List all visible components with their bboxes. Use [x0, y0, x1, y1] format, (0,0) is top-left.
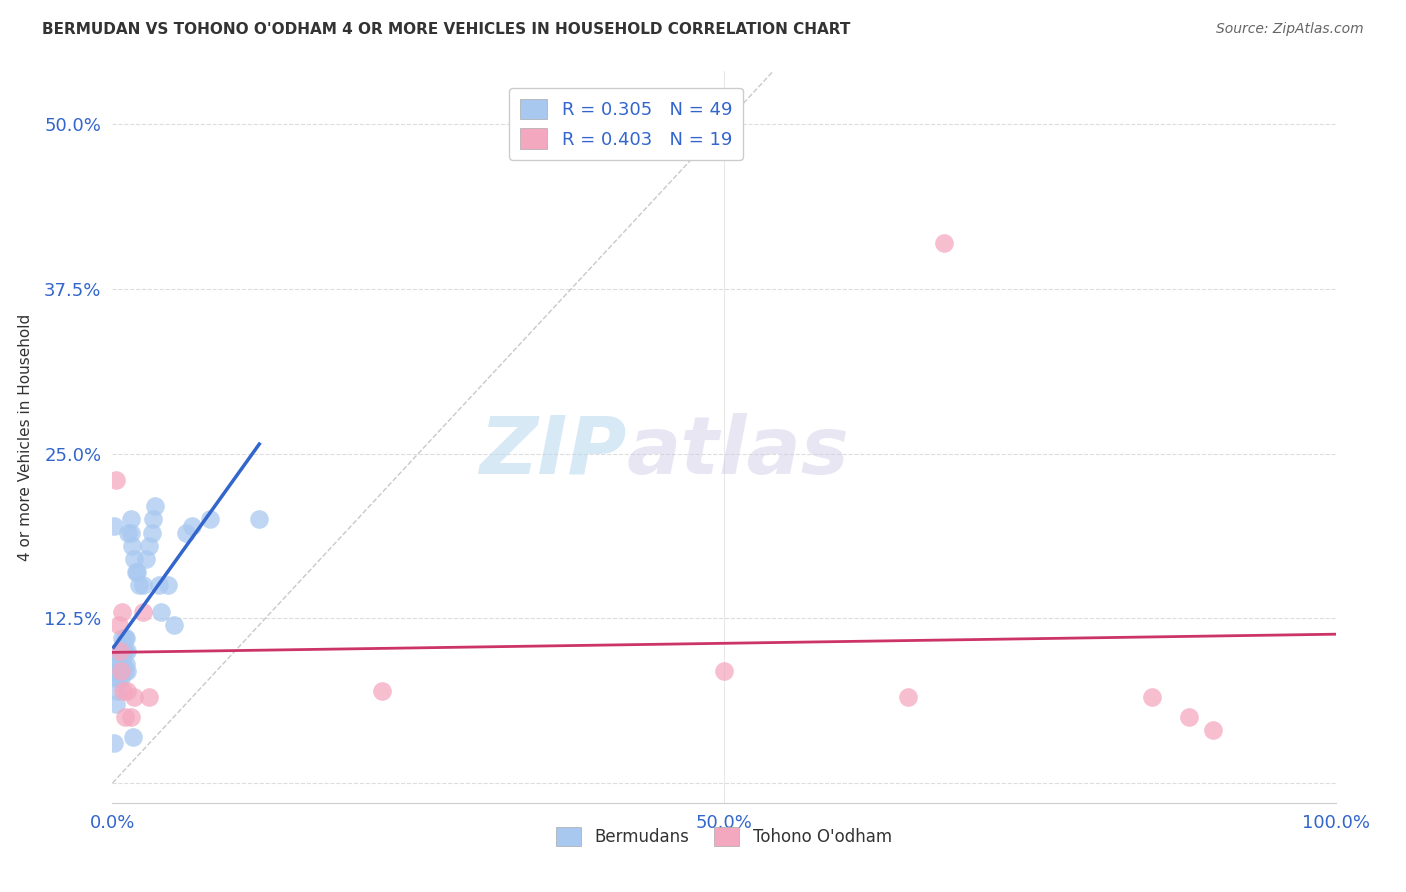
Point	[104, 657, 127, 672]
Point	[115, 683, 138, 698]
Point	[156, 578, 179, 592]
Text: BERMUDAN VS TOHONO O'ODHAM 4 OR MORE VEHICLES IN HOUSEHOLD CORRELATION CHART: BERMUDAN VS TOHONO O'ODHAM 4 OR MORE VEH…	[42, 22, 851, 37]
Point	[107, 618, 129, 632]
Point	[105, 671, 128, 685]
Point	[105, 697, 128, 711]
Y-axis label: 4 or more Vehicles in Household: 4 or more Vehicles in Household	[18, 313, 32, 561]
Point	[112, 657, 135, 672]
Point	[105, 683, 128, 698]
Point	[132, 578, 155, 592]
Point	[115, 631, 138, 645]
Point	[111, 644, 134, 658]
Point	[111, 605, 134, 619]
Point	[103, 519, 125, 533]
Point	[1178, 710, 1201, 724]
Point	[174, 525, 197, 540]
Point	[110, 671, 132, 685]
Point	[115, 644, 138, 658]
Text: atlas: atlas	[626, 413, 849, 491]
Legend: Bermudans, Tohono O'odham: Bermudans, Tohono O'odham	[550, 821, 898, 853]
Point	[107, 644, 129, 658]
Point	[125, 565, 148, 579]
Point	[111, 631, 134, 645]
Point	[370, 683, 392, 698]
Point	[114, 644, 136, 658]
Point	[141, 525, 163, 540]
Point	[115, 664, 138, 678]
Point	[110, 664, 132, 678]
Point	[105, 473, 128, 487]
Point	[120, 710, 142, 724]
Point	[122, 730, 145, 744]
Point	[121, 539, 143, 553]
Point	[108, 644, 131, 658]
Point	[148, 578, 170, 592]
Point	[181, 519, 204, 533]
Point	[124, 690, 146, 705]
Point	[1142, 690, 1164, 705]
Point	[163, 618, 186, 632]
Point	[1202, 723, 1225, 738]
Point	[134, 552, 156, 566]
Point	[103, 737, 125, 751]
Point	[107, 650, 129, 665]
Point	[114, 710, 136, 724]
Point	[142, 512, 165, 526]
Point	[897, 690, 920, 705]
Point	[114, 631, 136, 645]
Point	[200, 512, 222, 526]
Point	[111, 657, 134, 672]
Point	[138, 539, 160, 553]
Point	[117, 525, 139, 540]
Point	[132, 605, 155, 619]
Point	[124, 552, 146, 566]
Point	[120, 525, 142, 540]
Point	[112, 683, 135, 698]
Point	[115, 657, 138, 672]
Point	[138, 690, 160, 705]
Point	[143, 500, 166, 514]
Point	[108, 657, 131, 672]
Text: Source: ZipAtlas.com: Source: ZipAtlas.com	[1216, 22, 1364, 37]
Text: ZIP: ZIP	[479, 413, 626, 491]
Point	[107, 671, 129, 685]
Point	[125, 565, 148, 579]
Point	[150, 605, 173, 619]
Point	[128, 578, 150, 592]
Point	[114, 664, 136, 678]
Point	[934, 235, 956, 250]
Point	[713, 664, 735, 678]
Point	[108, 644, 131, 658]
Point	[105, 657, 128, 672]
Point	[110, 644, 132, 658]
Point	[247, 512, 270, 526]
Point	[112, 644, 135, 658]
Point	[120, 512, 142, 526]
